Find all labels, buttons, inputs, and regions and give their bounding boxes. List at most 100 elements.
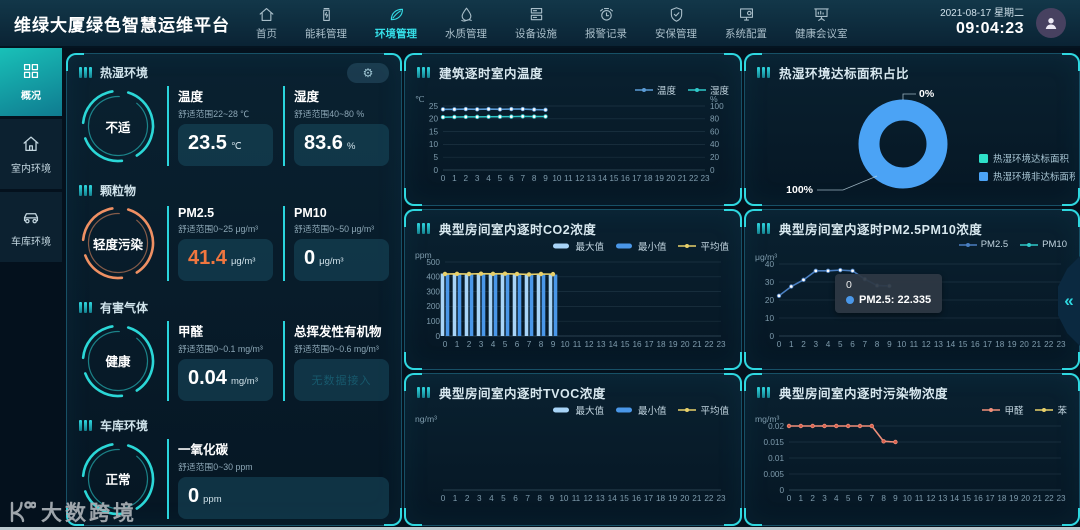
chart-area[interactable]: 0 0.005 0.01 0.015 0.02 mg/m³ 0 1 2 3 4 5 6 7 8 9 10 11 12… bbox=[753, 414, 1075, 523]
metric-name: PM2.5 bbox=[178, 205, 215, 220]
metric-unit: μg/m³ bbox=[319, 255, 344, 267]
nav-item-label: 水质管理 bbox=[445, 28, 487, 40]
chart-area[interactable]: ng/m³ 0 1 2 3 4 5 6 7 8 9 10 11 12 13 14 15 16 17 18 19 20 21 2… bbox=[413, 414, 735, 523]
tooltip-series-dot bbox=[846, 296, 854, 304]
svg-text:100: 100 bbox=[710, 102, 724, 111]
legend-item-0[interactable]: 最大值 bbox=[553, 239, 604, 253]
svg-text:7: 7 bbox=[520, 174, 525, 183]
legend-item-1[interactable]: 最小值 bbox=[615, 403, 666, 417]
metric-value: 23.5 bbox=[188, 132, 227, 154]
svg-text:2: 2 bbox=[810, 494, 815, 503]
gauge-thermal: 不适 bbox=[79, 87, 157, 165]
svg-text:9: 9 bbox=[543, 174, 548, 183]
metric-range: 舒适范围0~0.6 mg/m³ bbox=[294, 343, 379, 354]
sidebar-item-indoor[interactable]: 室内环境 bbox=[0, 119, 62, 189]
nav-item-environment[interactable]: 环境管理 bbox=[373, 3, 419, 43]
svg-text:22: 22 bbox=[704, 340, 714, 349]
nav-item-alarms[interactable]: 报警记录 bbox=[583, 3, 629, 43]
nav-item-meeting[interactable]: 健康会议室 bbox=[793, 3, 850, 43]
user-avatar[interactable] bbox=[1036, 8, 1066, 38]
legend-item-2[interactable]: 平均值 bbox=[678, 403, 729, 417]
svg-text:6: 6 bbox=[850, 340, 855, 349]
legend-item-1[interactable]: 苯 bbox=[1035, 403, 1067, 417]
section-gases: 有害气体 健康 甲醛 舒适范围0~0.1 mg/m³ 0.04 mg/m³ 总挥发性有机物舒… bbox=[67, 297, 401, 401]
legend-marker bbox=[958, 242, 977, 247]
time-label: 09:04:23 bbox=[955, 19, 1024, 37]
legend-item-2[interactable]: 平均值 bbox=[678, 239, 729, 253]
panel-title: 典型房间室内逐时污染物浓度 bbox=[779, 387, 949, 401]
nav-item-water[interactable]: 水质管理 bbox=[443, 3, 489, 43]
legend-item-1[interactable]: 湿度 bbox=[687, 83, 729, 97]
nav-item-label: 能耗管理 bbox=[305, 28, 347, 40]
chart-area[interactable]: 0% 100% 热湿环境达标面积 热湿环境非达标面积 bbox=[753, 88, 1079, 205]
panel-header: 典型房间室内逐时PM2.5PM10浓度 bbox=[745, 210, 1079, 238]
nav-item-label: 设备设施 bbox=[515, 28, 557, 40]
svg-text:12: 12 bbox=[583, 494, 593, 503]
legend-marker bbox=[634, 88, 653, 92]
svg-text:17: 17 bbox=[644, 340, 654, 349]
title-bars-icon bbox=[757, 223, 772, 234]
metric-value-box: 0 ppm bbox=[178, 476, 389, 519]
svg-text:4: 4 bbox=[834, 494, 839, 503]
legend-item-1[interactable]: 最小值 bbox=[615, 239, 666, 253]
watermark-text: 大数跨境 bbox=[41, 502, 137, 525]
metric-unit: μg/m³ bbox=[230, 255, 256, 267]
svg-text:3: 3 bbox=[814, 340, 819, 349]
collapse-panel-button[interactable]: « bbox=[1058, 256, 1080, 346]
settings-button[interactable]: ⚙ bbox=[347, 63, 389, 83]
section-header: 颗粒物 bbox=[79, 182, 389, 199]
legend-item-1[interactable]: PM10 bbox=[1020, 239, 1067, 250]
svg-text:19: 19 bbox=[668, 494, 678, 503]
svg-text:5: 5 bbox=[503, 340, 508, 349]
svg-text:20: 20 bbox=[1020, 340, 1030, 349]
svg-text:16: 16 bbox=[971, 340, 981, 349]
svg-text:300: 300 bbox=[426, 287, 440, 296]
svg-text:6: 6 bbox=[515, 340, 520, 349]
svg-text:17: 17 bbox=[632, 174, 642, 183]
svg-text:100: 100 bbox=[426, 317, 440, 326]
nav-item-home[interactable]: 首页 bbox=[254, 3, 279, 43]
legend-item-0[interactable]: 温度 bbox=[634, 83, 676, 97]
energy-icon bbox=[322, 8, 330, 21]
svg-text:8: 8 bbox=[539, 340, 544, 349]
legend-marker bbox=[1020, 242, 1039, 247]
sidebar-item-garage[interactable]: 车库环境 bbox=[0, 192, 62, 262]
svg-text:17: 17 bbox=[983, 340, 993, 349]
svg-text:10: 10 bbox=[552, 174, 562, 183]
section-title: 颗粒物 bbox=[100, 184, 137, 199]
nav-item-energy[interactable]: 能耗管理 bbox=[303, 3, 349, 43]
metric-name: 甲醛 bbox=[178, 324, 204, 339]
svg-text:%: % bbox=[710, 94, 718, 104]
nav-item-devices[interactable]: 设备设施 bbox=[513, 3, 559, 43]
svg-text:30: 30 bbox=[765, 278, 775, 287]
nav-item-label: 健康会议室 bbox=[795, 28, 848, 40]
svg-text:ng/m³: ng/m³ bbox=[415, 414, 437, 424]
svg-text:2: 2 bbox=[467, 340, 472, 349]
section-row: 不适 温度 舒适范围22~28 ℃ 23.5 ℃ 湿度 舒适范围40~80 % 83.6% bbox=[79, 86, 389, 166]
grid-icon bbox=[23, 63, 39, 79]
sidebar-item-overview[interactable]: 概况 bbox=[0, 46, 62, 116]
nav-item-security[interactable]: 安保管理 bbox=[653, 3, 699, 43]
svg-text:13: 13 bbox=[934, 340, 944, 349]
svg-text:6: 6 bbox=[513, 494, 518, 503]
svg-text:10: 10 bbox=[559, 494, 569, 503]
legend-item-0[interactable]: 最大值 bbox=[553, 403, 604, 417]
svg-text:ppm: ppm bbox=[415, 252, 432, 260]
svg-text:9: 9 bbox=[550, 494, 555, 503]
legend-item-0[interactable]: 甲醛 bbox=[982, 403, 1023, 417]
svg-text:14: 14 bbox=[946, 340, 956, 349]
chart-area[interactable]: 0 5 10 15 20 25 ℃ 0 20 40 60 80 100% 0 1 2 3 4 5 6 7 8 9 10 11 12… bbox=[413, 94, 735, 203]
metric-pm10: PM10 舒适范围0~50 μg/m³ 0 μg/m³ bbox=[283, 205, 389, 281]
panel-tvoc-chart: 典型房间室内逐时TVOC浓度 最大值 最小值 平均值 ng/m³ 0 1 2 3 4 5 6 7 8 9… bbox=[404, 373, 742, 526]
svg-text:5: 5 bbox=[498, 174, 503, 183]
svg-text:4: 4 bbox=[491, 340, 496, 349]
metric-value: 83.6 bbox=[304, 132, 343, 154]
svg-text:22: 22 bbox=[689, 174, 699, 183]
chart-area[interactable]: 0 100 200 300 400 500 ppm 0 1 2 3 4 5 6 7 8 9 10 11 12 13 14 1… bbox=[413, 250, 735, 371]
nav-item-system[interactable]: 系统配置 bbox=[723, 3, 769, 43]
svg-text:0.02: 0.02 bbox=[768, 422, 784, 431]
legend-item-0[interactable]: PM2.5 bbox=[958, 239, 1008, 250]
svg-text:13: 13 bbox=[587, 174, 597, 183]
svg-text:15: 15 bbox=[962, 494, 972, 503]
svg-text:2: 2 bbox=[464, 174, 469, 183]
